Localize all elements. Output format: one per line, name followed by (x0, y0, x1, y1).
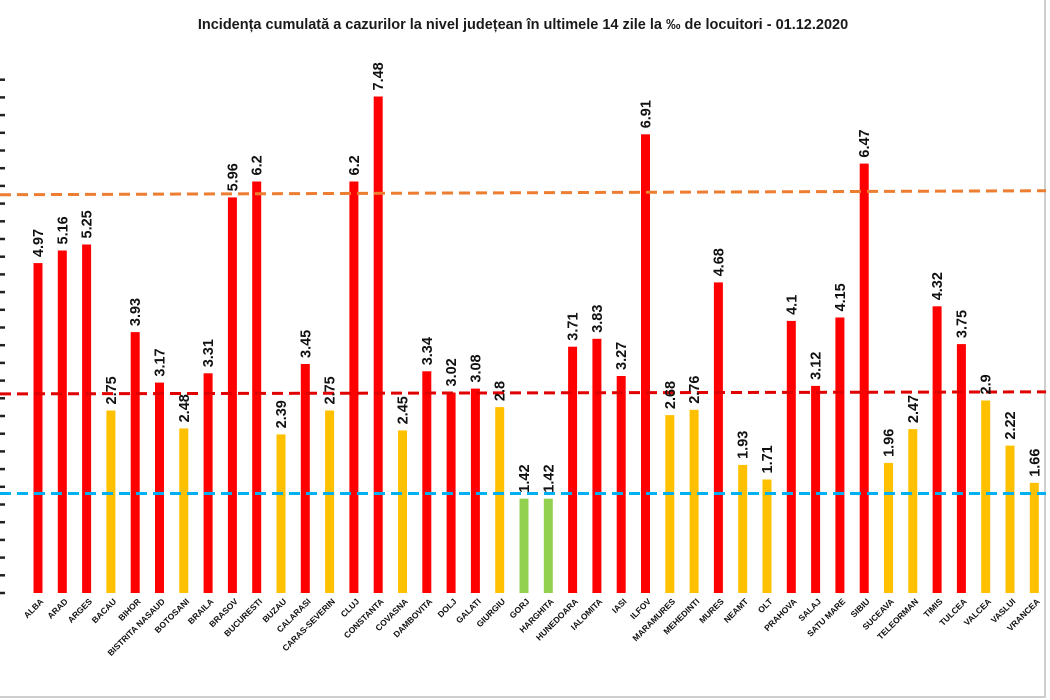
data-label: 5.16 (55, 216, 71, 244)
data-label: 1.93 (736, 431, 752, 459)
bar-prahova (786, 320, 796, 593)
data-label: 6.91 (639, 100, 655, 128)
bar-vrancea (1029, 482, 1039, 593)
bar-alba (33, 263, 43, 593)
data-label: 1.42 (541, 464, 557, 492)
bar-teleorman (908, 429, 918, 593)
bar-gorj (519, 498, 529, 593)
bar-valcea (981, 400, 991, 593)
bar-bucuresti (252, 181, 262, 593)
data-label: 3.45 (298, 330, 314, 358)
data-label: 1.71 (760, 445, 776, 473)
bar-suceava (884, 462, 893, 593)
bar-ilfov (641, 134, 650, 594)
data-label: 2.75 (323, 376, 339, 404)
category-label: BACAU (90, 596, 119, 625)
data-label: 4.68 (711, 248, 727, 276)
data-label: 2.68 (663, 381, 679, 409)
data-label: 2.39 (274, 400, 290, 428)
data-label: 1.66 (1027, 449, 1043, 477)
data-label: 3.34 (420, 337, 436, 365)
data-label: 3.93 (128, 298, 144, 326)
data-label: 3.12 (809, 352, 825, 380)
category-label: ALBA (22, 596, 46, 620)
bar-giurgiu (495, 407, 505, 593)
category-label: ARGES (66, 596, 95, 625)
bar-botosani (179, 428, 189, 593)
y-axis (0, 78, 5, 595)
data-label: 3.08 (468, 354, 484, 382)
bar-tulcea (956, 344, 966, 593)
bar-arges (82, 244, 92, 593)
category-label: NEAMT (722, 596, 751, 625)
data-label: 2.45 (396, 396, 412, 424)
chart-title: Incidența cumulată a cazurilor la nivel … (197, 17, 849, 33)
data-label: 2.75 (104, 376, 120, 404)
bar-buzau (276, 434, 286, 593)
data-label: 6.47 (857, 129, 873, 157)
data-label: 2.47 (906, 395, 922, 423)
bar-mures (713, 282, 723, 593)
category-label: MURES (697, 596, 726, 625)
bar-bacau (106, 410, 116, 593)
category-label: IASI (610, 596, 629, 615)
bar-olt (762, 479, 772, 593)
bar-brasov (227, 197, 237, 593)
data-label: 6.2 (250, 155, 266, 175)
category-label: VALCEA (962, 596, 993, 627)
category-label: OLT (756, 596, 775, 615)
data-label: 1.96 (882, 429, 898, 457)
bar-vaslui (1005, 445, 1015, 593)
bar-bihor (130, 332, 140, 593)
data-label: 2.22 (1003, 411, 1019, 439)
data-label: 3.31 (201, 339, 217, 367)
bar-braila (203, 373, 213, 593)
data-label: 3.02 (444, 358, 460, 386)
data-label: 4.97 (31, 229, 47, 257)
data-label: 4.1 (784, 295, 800, 315)
bar-sibiu (859, 163, 869, 593)
bar-dambovita (422, 371, 432, 593)
bar-timis (932, 306, 942, 593)
bar-mehedinti (689, 409, 699, 593)
bar-salaj (811, 385, 821, 593)
bar-satu-mare (835, 317, 845, 593)
data-label: 2.9 (979, 374, 995, 394)
bar-covasna (398, 430, 407, 593)
bar-calarasi (300, 364, 310, 593)
data-label: 2.48 (177, 394, 193, 422)
data-label: 3.75 (954, 310, 970, 338)
data-label: 2.76 (687, 376, 703, 404)
reference-line-2 (0, 390, 1047, 396)
bar-arad (57, 250, 67, 593)
bar-neamt (738, 464, 748, 593)
data-label: 4.32 (930, 272, 946, 300)
bar-ialomita (592, 338, 602, 593)
data-label: 3.27 (614, 342, 630, 370)
bar-bistrita-nasaud (155, 382, 164, 593)
data-label: 1.42 (517, 464, 533, 492)
bar-caras-severin (325, 410, 335, 593)
bar-harghita (543, 498, 553, 593)
bar-constanta (373, 96, 383, 593)
reference-line-1 (0, 189, 1047, 197)
data-label: 6.2 (347, 155, 363, 175)
data-label: 3.83 (590, 305, 606, 333)
data-label: 2.8 (493, 381, 509, 401)
data-label: 3.17 (153, 348, 169, 376)
data-label: 5.25 (80, 210, 96, 238)
bar-hunedoara (568, 346, 578, 593)
bar-galati (470, 388, 480, 593)
bar-iasi (616, 376, 626, 593)
bar-cluj (349, 181, 359, 593)
bar-maramures (665, 415, 675, 593)
data-label: 5.96 (225, 163, 241, 191)
data-label: 3.71 (566, 312, 582, 340)
data-label: 4.15 (833, 283, 849, 311)
data-label: 7.48 (371, 62, 387, 90)
